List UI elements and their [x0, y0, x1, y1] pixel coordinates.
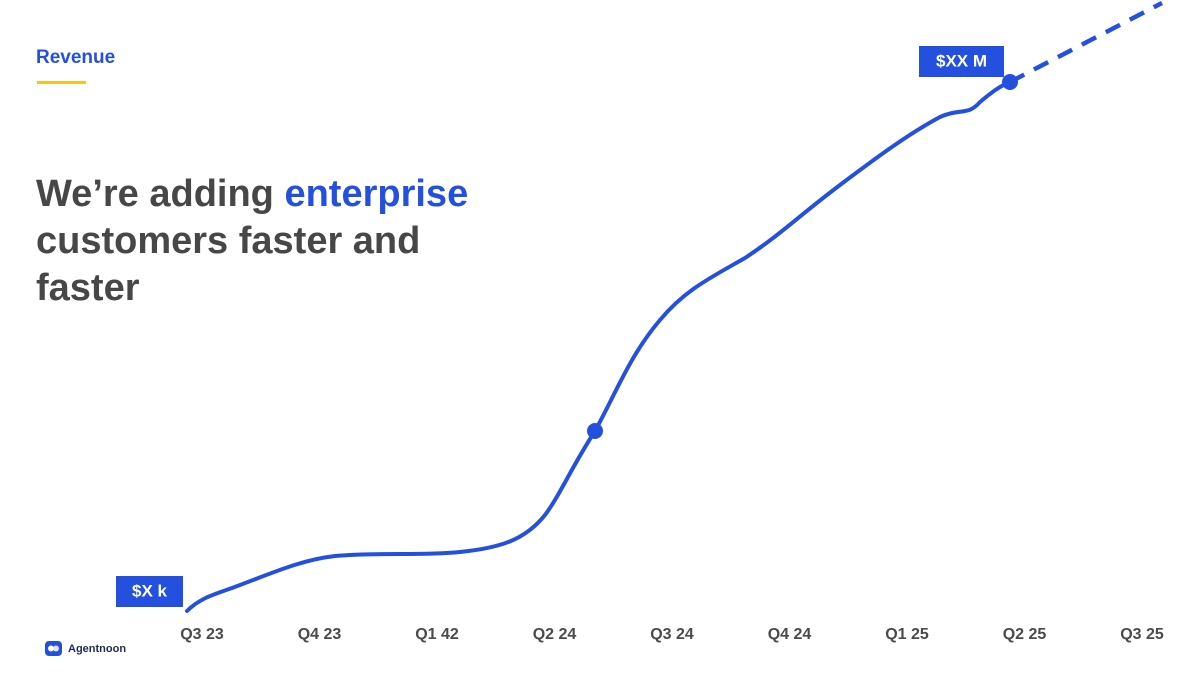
callout-text: $XX M — [936, 51, 987, 70]
logo-text: Agentnoon — [68, 643, 126, 655]
timeline: Q3 23 Q4 23 Q1 42 Q2 24 Q3 24 Q4 24 Q1 25 Q2 25… — [180, 626, 1164, 643]
timeline-label: Q3 25 — [1120, 626, 1164, 643]
callout-text: $X k — [132, 581, 168, 600]
projection-line — [1008, 1, 1164, 84]
callout-box — [919, 46, 1004, 77]
timeline-label: Q1 42 — [415, 626, 459, 643]
section-label: Revenue — [36, 47, 115, 68]
headline-line: faster — [36, 267, 140, 309]
timeline-label: Q3 23 — [180, 626, 224, 643]
headline-text: We’re adding — [36, 173, 284, 215]
logo-icon-dot — [48, 645, 54, 652]
timeline-label: Q4 24 — [768, 626, 812, 643]
section-underline — [37, 81, 86, 84]
timeline-label: Q4 23 — [298, 626, 342, 643]
callout-box — [116, 576, 183, 607]
growth-curve — [185, 80, 1012, 613]
headline-highlight: enterprise — [284, 173, 468, 215]
timeline-label: Q1 25 — [885, 626, 929, 643]
timeline-label: Q2 24 — [533, 626, 577, 643]
timeline-label: Q2 25 — [1003, 626, 1047, 643]
timeline-label: Q3 24 — [650, 626, 694, 643]
curve-point — [1002, 74, 1018, 90]
headline-line: customers faster and — [36, 220, 420, 262]
headline-line: We’re adding enterprise — [36, 173, 468, 215]
curve-point — [587, 423, 603, 439]
logo-icon-dot — [53, 645, 59, 652]
